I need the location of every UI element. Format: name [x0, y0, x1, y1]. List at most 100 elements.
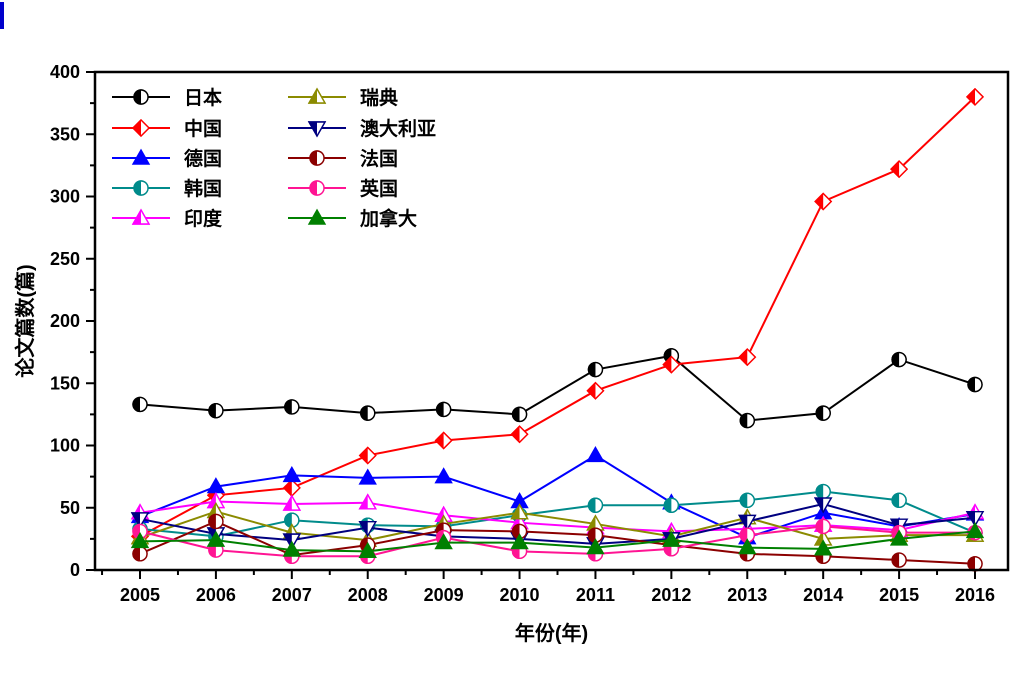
- x-tick-label: 2013: [727, 585, 767, 605]
- marker-outline: [815, 518, 831, 535]
- data-point-marker: [282, 465, 302, 483]
- data-point-marker: [131, 148, 151, 165]
- marker-outline: [739, 412, 755, 429]
- marker-outline: [739, 527, 755, 543]
- marker-open-half: [975, 88, 983, 105]
- marker-open-half: [140, 397, 147, 412]
- marker-open-half: [215, 514, 223, 529]
- x-tick-label: 2012: [651, 585, 691, 605]
- stray-blue-mark: [0, 2, 4, 29]
- legend-label-france: 法国: [360, 147, 398, 170]
- marker-open-half: [291, 399, 299, 414]
- marker-outline: [890, 160, 909, 179]
- legend-label-canada: 加拿大: [359, 207, 417, 230]
- series-line-australia: [139, 502, 976, 545]
- data-point-marker: [889, 529, 909, 546]
- y-tick-label: 50: [60, 498, 80, 518]
- marker-outline: [587, 497, 604, 513]
- marker-open-half: [747, 528, 755, 543]
- series-line-germany: [139, 454, 976, 539]
- marker-open-half: [823, 193, 832, 210]
- marker-open-half: [317, 181, 324, 195]
- series-china: [131, 87, 984, 546]
- marker-open-half: [367, 447, 376, 464]
- x-tick-label: 2010: [500, 585, 540, 605]
- marker-outline: [309, 180, 325, 196]
- legend-label-germany: 德国: [184, 147, 222, 170]
- marker-open-half: [899, 352, 907, 367]
- x-axis-title: 年份(年): [515, 621, 588, 645]
- marker-outline: [815, 483, 831, 500]
- marker-outline: [282, 533, 302, 550]
- marker-open-half: [975, 556, 983, 571]
- marker-outline: [891, 552, 907, 568]
- marker-open-half: [141, 120, 149, 136]
- marker-outline: [284, 399, 300, 415]
- legend-label-china: 中国: [184, 117, 222, 140]
- marker-outline: [510, 425, 529, 444]
- series-line-uk: [139, 525, 975, 558]
- legend-label-sweden: 瑞典: [360, 86, 398, 109]
- marker-outline: [814, 192, 833, 211]
- plot-border: [93, 70, 1010, 572]
- series-india: [130, 492, 985, 539]
- x-tick-label: 2007: [272, 585, 312, 605]
- marker-open-half: [141, 90, 148, 104]
- marker-outline: [130, 512, 150, 529]
- marker-open-half: [823, 484, 831, 499]
- legend-label-india: 印度: [184, 207, 223, 230]
- marker-open-half: [975, 511, 983, 526]
- series-line-sweden: [139, 510, 975, 542]
- marker-outline: [965, 511, 985, 528]
- y-axis-title: 论文篇数(篇): [13, 264, 37, 377]
- x-tick-label: 2015: [879, 585, 919, 605]
- y-tick-label: 100: [50, 436, 80, 456]
- data-point-marker: [130, 531, 150, 549]
- data-point-marker: [738, 538, 757, 555]
- marker-open-half: [291, 479, 300, 496]
- y-tick-label: 250: [50, 249, 80, 269]
- marker-outline: [358, 493, 377, 510]
- marker-open-half: [519, 426, 528, 443]
- marker-open-half: [671, 356, 680, 373]
- marker-outline: [132, 546, 148, 562]
- marker-outline: [891, 351, 907, 368]
- marker-outline: [891, 492, 907, 508]
- marker-outline: [738, 348, 757, 367]
- series-line-india: [139, 500, 976, 533]
- legend-label-uk: 英国: [360, 177, 398, 200]
- marker-outline: [307, 121, 327, 138]
- legend-item-sweden: 瑞典: [288, 86, 398, 109]
- data-point-marker: [662, 530, 681, 547]
- marker-outline: [813, 497, 833, 514]
- marker-open-half: [367, 406, 375, 421]
- legend-label-japan: 日本: [184, 86, 222, 109]
- marker-open-half: [899, 553, 907, 568]
- legend-item-uk: 英国: [288, 177, 398, 200]
- data-point-marker: [206, 530, 226, 547]
- marker-open-half: [317, 151, 324, 165]
- legend-label-australia: 澳大利亚: [360, 117, 436, 140]
- data-point-marker: [307, 208, 327, 225]
- marker-outline: [966, 87, 984, 106]
- legend-item-korea: 韩国: [112, 177, 222, 200]
- marker-outline: [358, 520, 377, 538]
- marker-outline: [435, 401, 452, 418]
- x-tick-label: 2016: [955, 585, 995, 605]
- data-point-marker: [586, 538, 605, 555]
- x-tick-label: 2009: [424, 585, 464, 605]
- legend-item-india: 印度: [112, 207, 223, 230]
- marker-outline: [663, 497, 680, 513]
- marker-outline: [132, 119, 150, 137]
- marker-outline: [510, 503, 529, 520]
- marker-open-half: [975, 377, 983, 392]
- legend-item-germany: 德国: [112, 147, 222, 170]
- series-korea: [132, 483, 983, 545]
- marker-outline: [282, 494, 302, 511]
- marker-outline: [208, 402, 224, 419]
- series-line-china: [139, 96, 976, 538]
- marker-outline: [738, 514, 757, 531]
- marker-open-half: [747, 493, 755, 508]
